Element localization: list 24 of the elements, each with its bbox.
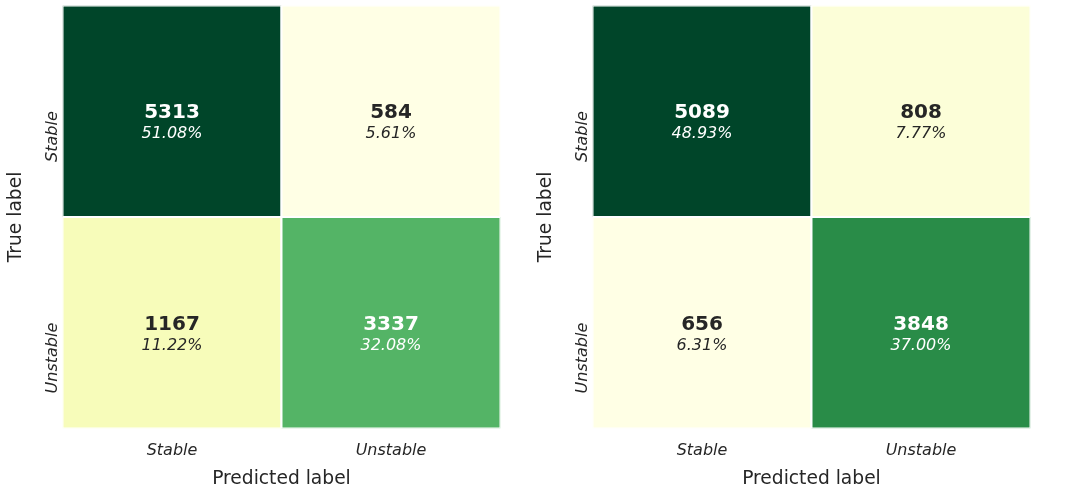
annotation: 7.77% bbox=[895, 123, 947, 143]
annotation: 51.08% bbox=[141, 123, 203, 143]
y-axis-title: True label bbox=[3, 171, 25, 264]
data-label: 5089 bbox=[674, 99, 730, 124]
data-label: 656 bbox=[681, 310, 723, 335]
x-axis-title: Predicted label bbox=[212, 466, 351, 488]
data-label: 808 bbox=[900, 99, 942, 124]
y-axis-title: True label bbox=[533, 171, 555, 264]
data-label: 5313 bbox=[144, 99, 200, 124]
annotation: 6.31% bbox=[676, 334, 728, 354]
data-label: 3848 bbox=[893, 310, 949, 335]
annotation: 48.93% bbox=[671, 123, 733, 143]
x-tick-label: Stable bbox=[676, 439, 728, 459]
data-label: 3337 bbox=[363, 310, 419, 335]
annotation: 37.00% bbox=[890, 334, 952, 354]
annotation: 11.22% bbox=[141, 334, 203, 354]
x-tick-label: Stable bbox=[146, 439, 198, 459]
data-label: 1167 bbox=[144, 310, 200, 335]
x-axis-title: Predicted label bbox=[742, 466, 881, 488]
annotation: 32.08% bbox=[360, 334, 422, 354]
annotation: 5.61% bbox=[365, 123, 417, 143]
x-tick-label: Unstable bbox=[885, 439, 957, 459]
x-tick-label: Unstable bbox=[355, 439, 427, 459]
data-label: 584 bbox=[370, 99, 412, 124]
